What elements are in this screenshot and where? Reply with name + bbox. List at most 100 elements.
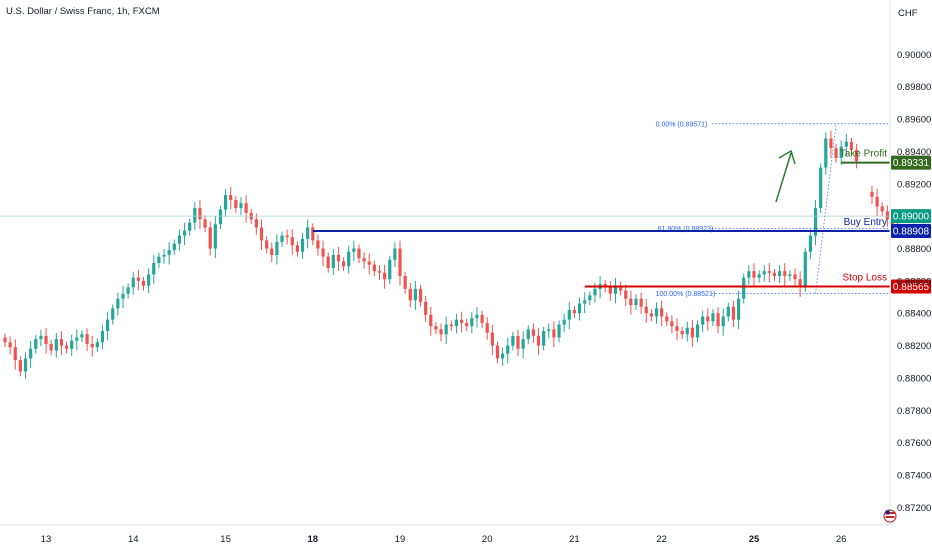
price-tick-label: 0.89800 — [897, 82, 931, 93]
candle — [290, 229, 294, 255]
candle-body — [470, 318, 474, 327]
candle-body — [557, 324, 561, 338]
candle-body — [593, 288, 597, 296]
level-price-tag — [891, 279, 931, 294]
candle — [726, 302, 730, 322]
candle-body — [265, 240, 269, 249]
candle — [731, 300, 736, 327]
candle — [203, 215, 207, 233]
candle — [162, 248, 166, 264]
candlestick-series — [3, 130, 900, 379]
arrow-head — [778, 149, 796, 165]
candle-body — [454, 319, 459, 327]
candle — [608, 281, 612, 301]
candle-body — [295, 245, 300, 252]
price-tick-label: 0.89600 — [897, 115, 931, 126]
candle — [172, 239, 176, 255]
candle — [177, 229, 182, 251]
candle — [254, 213, 258, 235]
candle — [388, 255, 392, 285]
candle — [223, 189, 228, 217]
flag-stripe — [885, 512, 895, 514]
candle-body — [629, 298, 633, 306]
candle-body — [100, 331, 105, 343]
candle — [824, 132, 828, 175]
candle — [624, 284, 628, 306]
candle-body — [203, 219, 207, 228]
candle-body — [167, 250, 171, 255]
symbol-title: U.S. Dollar / Swiss Franc, 1h, FXCM — [6, 6, 160, 17]
candle — [23, 352, 28, 379]
candle-body — [70, 340, 74, 349]
candle — [562, 313, 566, 332]
candle-body — [634, 298, 638, 306]
candle-body — [716, 313, 720, 327]
candle — [377, 265, 382, 280]
candle — [347, 245, 351, 274]
candle — [480, 310, 484, 328]
candle — [259, 219, 264, 250]
candle — [557, 320, 561, 343]
candle-body — [229, 195, 233, 200]
candle — [783, 263, 787, 286]
candle-body — [193, 208, 197, 223]
candle — [306, 219, 310, 249]
candle-body — [157, 256, 161, 264]
candle — [64, 341, 69, 354]
candle-body — [803, 251, 807, 288]
flag-icon[interactable] — [883, 509, 897, 523]
candle-body — [808, 235, 813, 252]
candle — [439, 323, 443, 342]
candle-body — [588, 295, 592, 301]
price-tick-label: 0.89400 — [897, 147, 931, 158]
candle-body — [572, 309, 577, 314]
candle — [788, 270, 792, 281]
candle-body — [511, 335, 515, 346]
candle-body — [34, 339, 38, 349]
candle — [352, 240, 356, 262]
candle — [29, 340, 33, 369]
candle — [613, 277, 618, 304]
candle-body — [259, 227, 264, 241]
candle-body — [429, 314, 433, 327]
candle — [285, 229, 289, 245]
candle-body — [147, 274, 151, 286]
candle-body — [254, 219, 258, 228]
candle-body — [485, 322, 489, 333]
candle — [701, 310, 705, 332]
level-price-text: 0.88908 — [893, 227, 930, 238]
candle-body — [613, 285, 618, 294]
candle — [454, 313, 459, 334]
candle-body — [670, 321, 674, 327]
price-tick-label: 0.88000 — [897, 373, 931, 384]
candle-body — [275, 242, 279, 255]
candle-body — [778, 271, 782, 276]
candle — [762, 265, 766, 282]
candle-body — [675, 326, 679, 332]
level-label: Stop Loss — [843, 273, 887, 284]
candle-body — [439, 329, 443, 335]
candle — [711, 309, 715, 327]
candle — [649, 309, 653, 322]
candle — [680, 326, 684, 340]
candle — [198, 200, 202, 229]
candle-body — [767, 271, 771, 273]
candle-body — [3, 337, 7, 343]
level-take-profit: Take Profit 0.89331 — [840, 149, 931, 170]
candle — [408, 282, 412, 308]
candle — [95, 338, 99, 353]
candle — [798, 271, 802, 297]
candle — [501, 347, 505, 366]
candle-body — [506, 345, 510, 354]
candle — [490, 324, 494, 356]
candle — [300, 232, 305, 259]
candle-body — [854, 149, 859, 162]
candle — [547, 323, 551, 339]
candle-body — [383, 272, 387, 280]
candle — [265, 236, 269, 254]
candle — [280, 231, 284, 247]
candle — [834, 144, 838, 163]
candle-body — [752, 271, 756, 278]
fib-trend-line — [815, 123, 837, 294]
